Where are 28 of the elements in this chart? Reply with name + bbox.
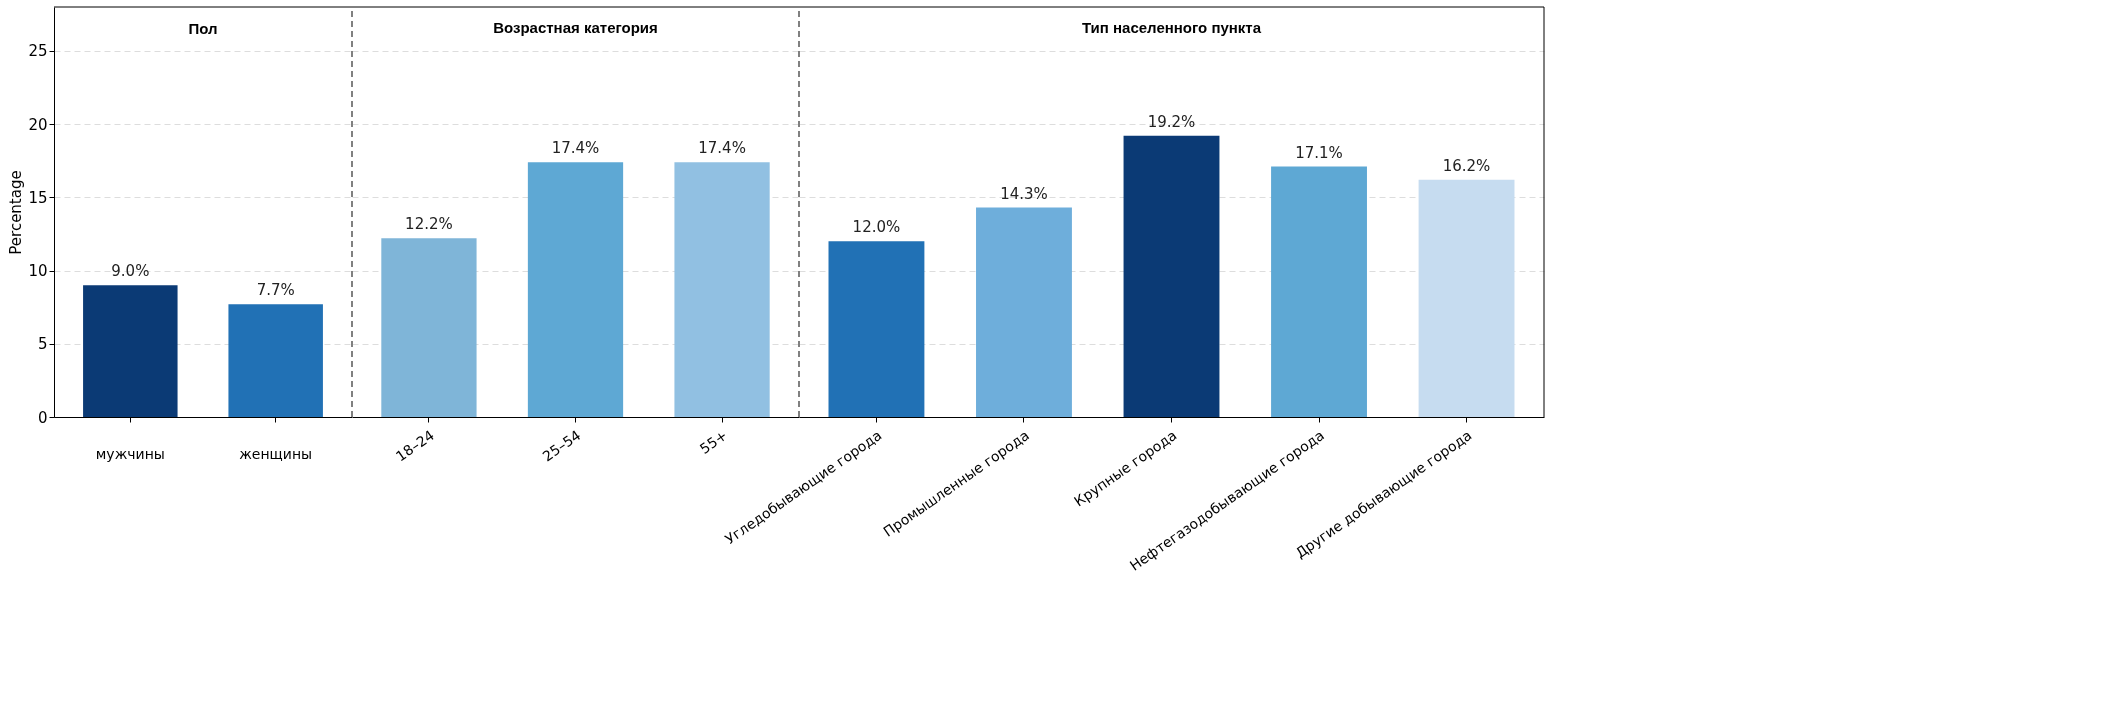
data-label: 17.4% — [698, 139, 746, 158]
bar — [828, 241, 925, 417]
y-tick-label: 25 — [28, 42, 48, 61]
y-tick-label: 0 — [37, 408, 48, 427]
bar — [1271, 166, 1367, 417]
data-label: 19.2% — [1147, 112, 1196, 131]
data-label: 14.3% — [1000, 184, 1048, 203]
data-label: 9.0% — [111, 262, 150, 281]
data-label: 7.7% — [256, 281, 295, 300]
data-label: 17.4% — [551, 139, 600, 158]
data-label: 16.2% — [1442, 156, 1491, 175]
data-label: 12.0% — [852, 218, 901, 237]
y-tick-label: 5 — [37, 335, 48, 354]
text: Возрастная категория — [493, 19, 658, 36]
y-tick-label: 15 — [28, 188, 48, 207]
x-tick-label: женщины — [239, 445, 313, 462]
bar — [1418, 179, 1515, 417]
text: Пол — [188, 19, 218, 37]
data-label: 12.2% — [405, 215, 453, 234]
y-tick-label: 20 — [28, 115, 48, 134]
bar — [976, 207, 1072, 417]
y-axis-title: Percentage — [7, 170, 26, 255]
x-tick-label: 55+ — [696, 426, 731, 457]
bar — [1123, 135, 1220, 417]
x-tick-label: мужчины — [95, 445, 165, 462]
text: Тип населенного пункта — [1081, 19, 1262, 36]
y-tick-label: 10 — [28, 262, 48, 281]
data-label: 17.1% — [1295, 143, 1343, 162]
